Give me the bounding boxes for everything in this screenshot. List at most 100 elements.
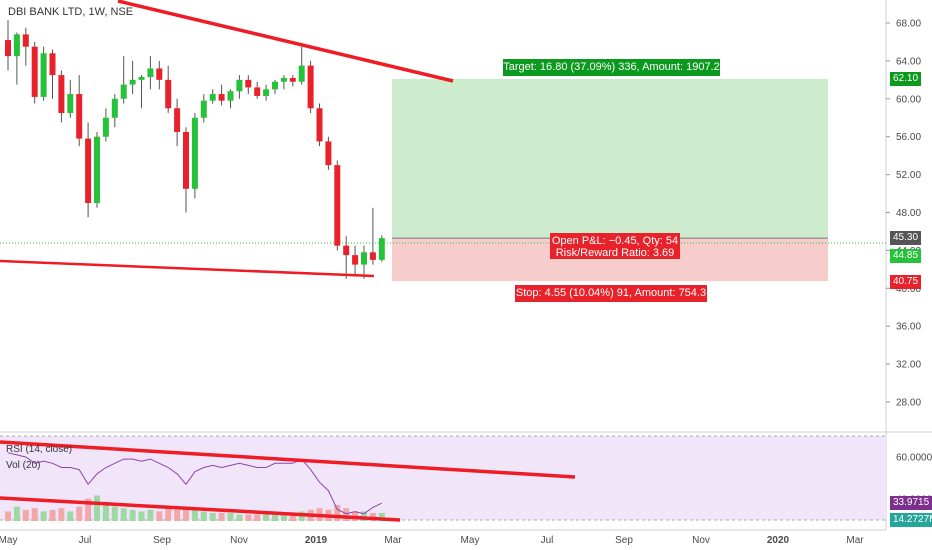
- time-axis-label: Mar: [846, 535, 864, 546]
- candle-body: [13, 34, 20, 57]
- volume-bar: [378, 513, 385, 521]
- volume-bar: [156, 511, 163, 521]
- candle-body: [67, 94, 74, 114]
- volume-bar: [165, 508, 172, 521]
- volume-bar: [174, 509, 181, 521]
- candle-body: [307, 65, 314, 109]
- candle-body: [58, 75, 65, 114]
- volume-bar: [13, 506, 20, 521]
- time-axis-label: May: [0, 535, 17, 546]
- volume-bar: [272, 513, 278, 521]
- volume-bar: [218, 513, 225, 521]
- volume-bar: [200, 511, 207, 521]
- candle-body: [254, 87, 261, 96]
- volume-bar: [183, 506, 189, 521]
- volume-bar: [191, 508, 198, 521]
- volume-bar: [67, 511, 74, 521]
- time-axis-label: Jul: [79, 535, 92, 546]
- volume-bar: [289, 514, 296, 521]
- candle-body: [31, 46, 38, 97]
- rr-text: Risk/Reward Ratio: 3.69: [555, 247, 675, 259]
- time-axis-label: Jul: [541, 535, 554, 546]
- volume-bar: [58, 508, 65, 521]
- volume-bar: [245, 514, 252, 521]
- volume-bar: [138, 511, 145, 521]
- candle-body: [280, 77, 287, 82]
- volume-bar: [280, 514, 287, 521]
- price-axis-label: 40.00: [896, 284, 921, 295]
- price-axis-label: 60.00: [896, 94, 921, 105]
- candle-body: [378, 238, 385, 260]
- volume-bar: [254, 514, 261, 521]
- candle-body: [85, 138, 92, 204]
- volume-bar: [5, 511, 11, 521]
- target-zone: [392, 78, 828, 239]
- candle-body: [334, 165, 341, 246]
- stop-label: Stop: 4.55 (10.04%) 91, Amount: 754.3: [515, 285, 707, 302]
- time-axis-label: Sep: [615, 535, 633, 546]
- volume-bar: [111, 506, 118, 521]
- price-axis-label: 32.00: [896, 360, 921, 371]
- volume-bar: [227, 513, 234, 521]
- candle-body: [22, 34, 29, 47]
- candle-body: [352, 255, 359, 265]
- time-axis-label: Mar: [384, 535, 402, 546]
- candle-body: [5, 40, 11, 57]
- candle-body: [227, 91, 234, 101]
- price-tag-entry: 44.85: [890, 249, 922, 263]
- candle-body: [361, 252, 367, 265]
- volume-bar: [263, 513, 270, 521]
- price-tag-target: 62.10: [890, 72, 922, 86]
- candle-body: [263, 89, 270, 96]
- candle-body: [76, 94, 83, 139]
- time-axis-label: May: [461, 535, 480, 546]
- rsi-axis-label: 60.0000: [896, 453, 932, 464]
- candle-body: [40, 53, 47, 97]
- volume-bar: [102, 501, 109, 521]
- candle-body: [120, 84, 127, 99]
- time-axis-label: 2020: [767, 535, 790, 546]
- rsi-resistance-trendline: [0, 440, 576, 479]
- rsi-value-tag: 33.9715: [890, 496, 932, 510]
- volume-bar: [361, 511, 367, 521]
- volume-bar: [76, 506, 83, 521]
- pnl-label: Open P&L: −0.45, Qty: 54 Risk/Reward Rat…: [550, 233, 680, 259]
- candle-body: [165, 79, 172, 109]
- volume-bar: [40, 511, 47, 521]
- candle-body: [147, 68, 154, 78]
- target-label: Target: 16.80 (37.09%) 336, Amount: 1907…: [503, 59, 720, 76]
- candle-body: [156, 68, 163, 80]
- candle-body: [343, 245, 350, 256]
- candle-body: [49, 53, 56, 76]
- candle-body: [102, 117, 109, 137]
- time-axis-label: Nov: [230, 535, 248, 546]
- price-axis-label: 52.00: [896, 170, 921, 181]
- volume-bar: [236, 514, 243, 521]
- volume-bar: [85, 498, 92, 521]
- price-axis-label: 56.00: [896, 132, 921, 143]
- candle-body: [218, 94, 225, 101]
- candle-body: [138, 77, 145, 80]
- candle-body: [325, 141, 332, 166]
- candle-body: [298, 65, 305, 82]
- price-axis-label: 36.00: [896, 322, 921, 333]
- price-axis-label: 48.00: [896, 208, 921, 219]
- price-axis-label: 64.00: [896, 56, 921, 67]
- vol-value-tag: 14.2727M: [890, 513, 932, 527]
- support-trendline: [0, 259, 375, 278]
- candle-body: [94, 136, 100, 204]
- candle-body: [272, 81, 278, 90]
- volume-bar: [31, 508, 38, 521]
- volume-bar: [120, 508, 127, 521]
- price-tag-stop: 40.75: [890, 275, 922, 289]
- resistance-trendline: [117, 0, 454, 83]
- candle-body: [369, 252, 376, 260]
- time-axis-label: Nov: [692, 535, 710, 546]
- candle-body: [245, 79, 252, 88]
- volume-bar: [129, 509, 136, 521]
- volume-bar: [334, 505, 341, 521]
- pnl-text: Open P&L: −0.45, Qty: 54: [551, 235, 679, 247]
- candle-body: [183, 131, 189, 189]
- time-axis-bg: [0, 530, 932, 550]
